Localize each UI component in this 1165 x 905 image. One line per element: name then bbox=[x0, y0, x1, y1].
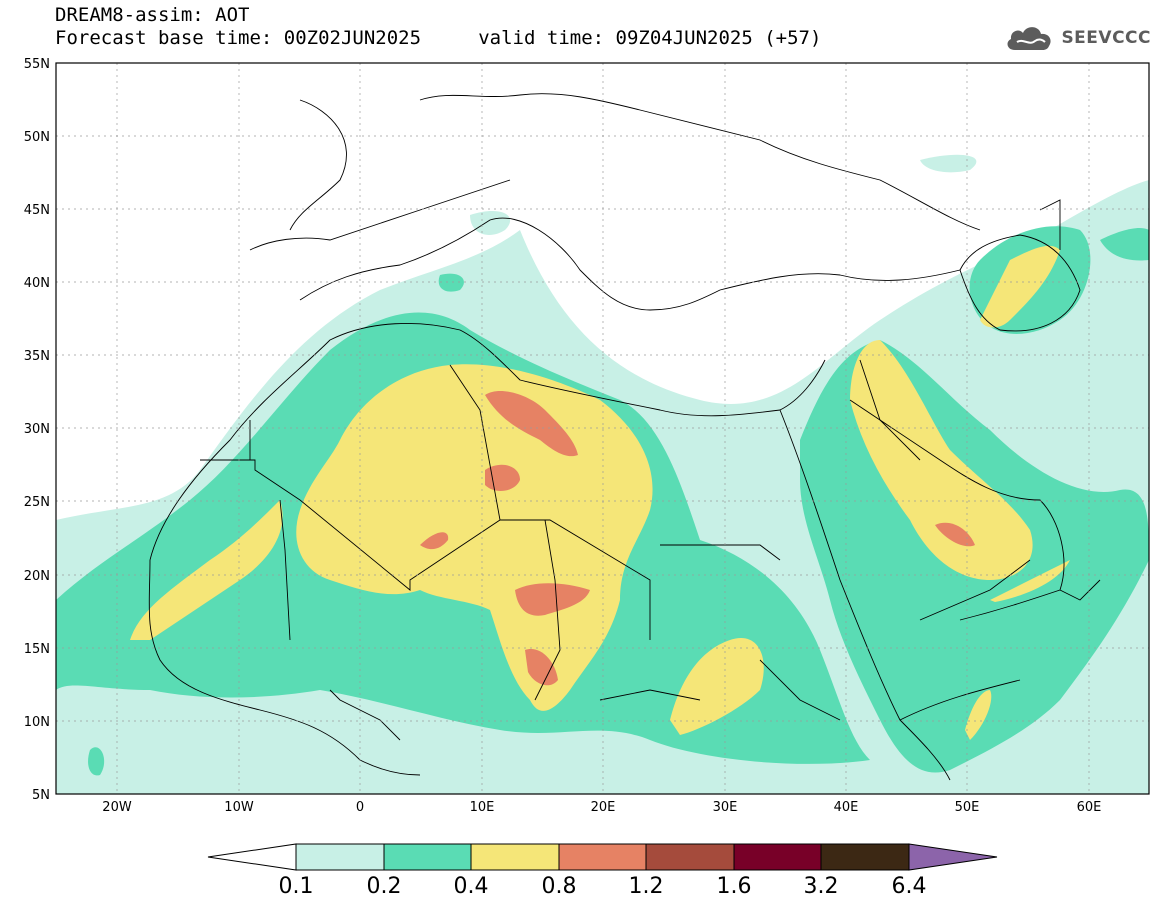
map-subtitle: Forecast base time: 00Z02JUN2025 valid t… bbox=[55, 27, 822, 49]
lat-label: 20N bbox=[24, 569, 50, 584]
colorbar-bin bbox=[645, 843, 735, 871]
colorbar-label: 1.2 bbox=[629, 874, 664, 899]
lon-label: 0 bbox=[356, 800, 364, 815]
colorbar-label: 0.2 bbox=[367, 874, 402, 899]
lon-label: 10E bbox=[470, 800, 495, 815]
colorbar-bin bbox=[295, 843, 385, 871]
colorbar-label: 0.4 bbox=[454, 874, 489, 899]
lon-label: 40E bbox=[834, 800, 859, 815]
colorbar-bin bbox=[558, 843, 647, 871]
colorbar-label: 3.2 bbox=[804, 874, 839, 899]
lat-label: 45N bbox=[24, 203, 50, 218]
lon-axis: 20W 10W 0 10E 20E 30E 40E 50E 60E bbox=[102, 800, 1101, 815]
colorbar-bin bbox=[820, 843, 910, 871]
lat-label: 5N bbox=[32, 788, 50, 803]
colorbar-label: 0.1 bbox=[279, 874, 314, 899]
aot-level-0-8 bbox=[420, 390, 975, 686]
lon-label: 50E bbox=[955, 800, 980, 815]
coastlines bbox=[148, 93, 1101, 781]
lat-label: 40N bbox=[24, 276, 50, 291]
colorbar-bin bbox=[383, 843, 472, 871]
colorbar-min-arrow bbox=[207, 843, 297, 871]
lon-label: 20E bbox=[591, 800, 616, 815]
colorbar-labels: 0.1 0.2 0.4 0.8 1.2 1.6 3.2 6.4 bbox=[279, 874, 927, 899]
lon-label: 10W bbox=[224, 800, 254, 815]
lat-label: 55N bbox=[24, 57, 50, 72]
colorbar-bin bbox=[470, 843, 560, 871]
colorbar-label: 0.8 bbox=[542, 874, 577, 899]
lat-label: 30N bbox=[24, 422, 50, 437]
colorbar-label: 6.4 bbox=[892, 874, 927, 899]
aot-fields bbox=[56, 93, 1149, 794]
lat-label: 10N bbox=[24, 715, 50, 730]
cloud-icon bbox=[1007, 27, 1052, 50]
seevccc-logo: SEEVCCC bbox=[1003, 20, 1151, 56]
lat-label: 50N bbox=[24, 130, 50, 145]
lat-axis: 55N 50N 45N 40N 35N 30N 25N 20N 15N 10N … bbox=[24, 57, 50, 803]
lat-label: 35N bbox=[24, 349, 50, 364]
lat-label: 25N bbox=[24, 495, 50, 510]
map-title: DREAM8-assim: AOT bbox=[55, 4, 250, 26]
map-frame bbox=[55, 62, 1150, 795]
lat-label: 15N bbox=[24, 642, 50, 657]
gridlines bbox=[56, 63, 1149, 794]
colorbar-label: 1.6 bbox=[717, 874, 752, 899]
lon-label: 60E bbox=[1077, 800, 1102, 815]
colorbar-bin bbox=[733, 843, 822, 871]
lon-label: 30E bbox=[713, 800, 738, 815]
colorbar bbox=[207, 843, 998, 871]
colorbar-max-arrow bbox=[908, 843, 998, 871]
logo-text: SEEVCCC bbox=[1061, 28, 1151, 48]
lon-label: 20W bbox=[102, 800, 132, 815]
